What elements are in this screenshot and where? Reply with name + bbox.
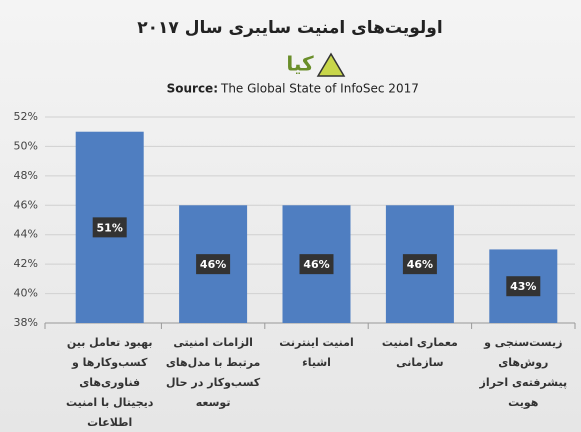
x-tick-label: زیست‌سنجی و روش‌های پیشرفته‌ی احراز هویت bbox=[479, 336, 568, 409]
value-label: 46% bbox=[407, 258, 433, 271]
logo-icon bbox=[316, 52, 346, 77]
value-label-box bbox=[506, 276, 541, 297]
x-tick-label: معماری امنیت سازمانی bbox=[381, 336, 458, 369]
subtitle-label: Source: bbox=[167, 82, 218, 96]
value-label: 46% bbox=[200, 258, 226, 271]
y-tick-label: 42% bbox=[14, 257, 38, 270]
value-label-box bbox=[196, 254, 231, 275]
x-tick-label: الزامات امنیتی مرتبط با مدل‌های کسب‌وکار… bbox=[165, 336, 261, 409]
y-tick-label: 44% bbox=[14, 228, 38, 241]
y-tick-label: 48% bbox=[14, 169, 38, 182]
y-tick-label: 46% bbox=[14, 198, 38, 211]
value-label-box bbox=[92, 217, 127, 238]
value-label: 43% bbox=[510, 280, 536, 293]
value-label-box bbox=[402, 254, 437, 275]
chart-title: اولویت‌های امنیت سایبری سال ۲۰۱۷ bbox=[137, 18, 442, 38]
logo-text: کیا bbox=[286, 52, 314, 76]
x-tick-label: امنیت اینترنت اشیاء bbox=[279, 336, 354, 369]
y-tick-label: 52% bbox=[14, 110, 38, 123]
value-label-box bbox=[299, 254, 334, 275]
subtitle: The Global State of InfoSec 2017 bbox=[220, 82, 419, 96]
value-label: 51% bbox=[97, 221, 123, 234]
value-label: 46% bbox=[303, 258, 329, 271]
y-tick-label: 40% bbox=[14, 287, 38, 300]
y-tick-label: 38% bbox=[14, 316, 38, 329]
x-tick-label: بهبود تعامل بین کسب‌وکارها و فناوری‌های … bbox=[65, 336, 154, 429]
y-tick-label: 50% bbox=[14, 139, 38, 152]
